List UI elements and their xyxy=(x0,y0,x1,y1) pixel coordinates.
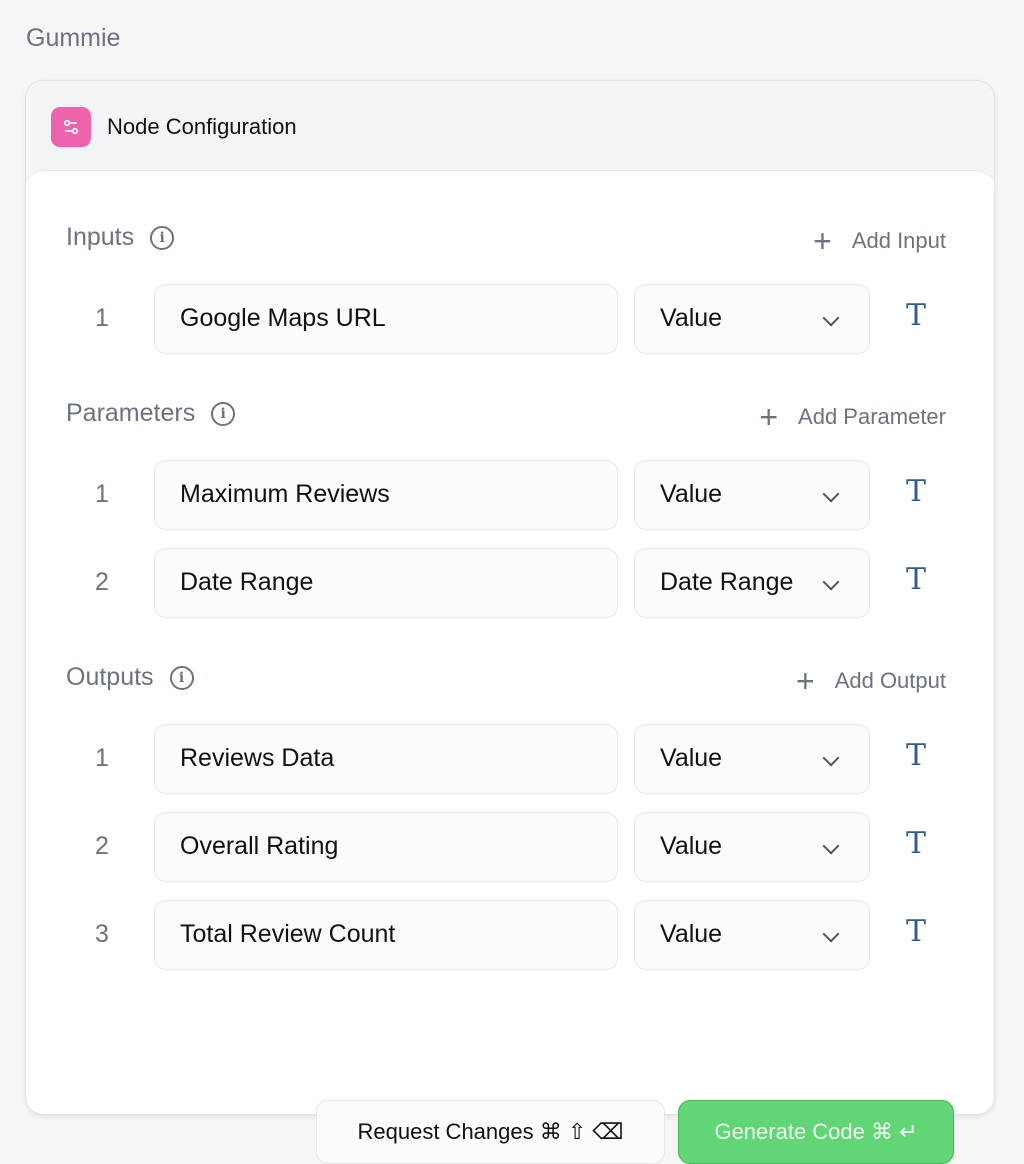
info-icon[interactable]: i xyxy=(211,401,236,426)
name-input[interactable]: Overall Rating xyxy=(154,812,618,882)
row-number: 1 xyxy=(95,744,109,772)
sliders-icon xyxy=(51,107,91,147)
chevron-down-icon xyxy=(822,749,840,767)
row-number: 2 xyxy=(95,832,109,860)
text-type-icon[interactable]: T xyxy=(906,298,927,333)
section-inputs-header: Inputs i xyxy=(66,223,175,252)
type-value: Value xyxy=(660,304,723,332)
outputs-row: 1 Reviews Data Value T xyxy=(26,724,994,794)
text-type-icon[interactable]: T xyxy=(906,914,927,949)
parameters-row: 1 Maximum Reviews Value T xyxy=(26,460,994,530)
add-label: Add Output xyxy=(834,668,946,693)
name-input[interactable]: Maximum Reviews xyxy=(154,460,618,530)
type-select[interactable]: Value xyxy=(634,284,870,354)
type-select[interactable]: Value xyxy=(634,900,870,970)
card-title: Node Configuration xyxy=(107,114,297,139)
node-configuration-card: Node Configuration Request Changes ⌘ ⇧ ⌫… xyxy=(25,80,995,1164)
chevron-down-icon xyxy=(822,309,840,327)
section-outputs-header: Outputs i xyxy=(66,663,194,692)
chevron-down-icon xyxy=(822,925,840,943)
parameters-row: 2 Date Range Date Range T xyxy=(26,548,994,618)
chevron-down-icon xyxy=(822,573,840,591)
name-input[interactable]: Google Maps URL xyxy=(154,284,618,354)
request-changes-button[interactable]: Request Changes ⌘ ⇧ ⌫ xyxy=(316,1100,665,1164)
text-type-icon[interactable]: T xyxy=(906,562,927,597)
type-value: Value xyxy=(660,480,723,508)
plus-icon: + xyxy=(813,223,832,259)
section-title: Parameters xyxy=(66,399,196,427)
info-icon[interactable]: i xyxy=(150,225,175,250)
config-panel: Request Changes ⌘ ⇧ ⌫ Generate Code ⌘ ↵ … xyxy=(26,170,994,1164)
plus-icon: + xyxy=(759,399,779,435)
chevron-down-icon xyxy=(822,485,840,503)
row-number: 1 xyxy=(95,480,109,508)
plus-icon: + xyxy=(796,663,815,699)
add-outputs-button[interactable]: + Add Output xyxy=(796,665,946,697)
section-title: Inputs xyxy=(66,223,135,251)
add-label: Add Input xyxy=(851,228,946,253)
chevron-down-icon xyxy=(822,837,840,855)
name-input[interactable]: Total Review Count xyxy=(154,900,618,970)
name-input[interactable]: Date Range xyxy=(154,548,618,618)
row-number: 1 xyxy=(95,304,109,332)
text-type-icon[interactable]: T xyxy=(906,826,927,861)
text-type-icon[interactable]: T xyxy=(906,474,927,509)
section-parameters-header: Parameters i xyxy=(66,399,236,428)
info-icon[interactable]: i xyxy=(169,665,194,690)
row-number: 3 xyxy=(95,920,109,948)
generate-code-button[interactable]: Generate Code ⌘ ↵ xyxy=(678,1100,954,1164)
section-title: Outputs xyxy=(66,663,154,691)
type-value: Value xyxy=(660,744,723,772)
text-type-icon[interactable]: T xyxy=(906,738,927,773)
add-label: Add Parameter xyxy=(798,404,946,429)
inputs-row: 1 Google Maps URL Value T xyxy=(26,284,994,354)
name-input[interactable]: Reviews Data xyxy=(154,724,618,794)
type-select[interactable]: Value xyxy=(634,812,870,882)
app-title: Gummie xyxy=(26,24,121,52)
type-value: Value xyxy=(660,920,723,948)
outputs-row: 2 Overall Rating Value T xyxy=(26,812,994,882)
type-value: Date Range xyxy=(660,568,794,596)
type-select[interactable]: Value xyxy=(634,724,870,794)
type-select[interactable]: Value xyxy=(634,460,870,530)
row-number: 2 xyxy=(95,568,109,596)
outputs-row: 3 Total Review Count Value T xyxy=(26,900,994,970)
type-select[interactable]: Date Range xyxy=(634,548,870,618)
type-value: Value xyxy=(660,832,723,860)
add-parameters-button[interactable]: + Add Parameter xyxy=(759,401,946,433)
add-inputs-button[interactable]: + Add Input xyxy=(813,225,946,257)
